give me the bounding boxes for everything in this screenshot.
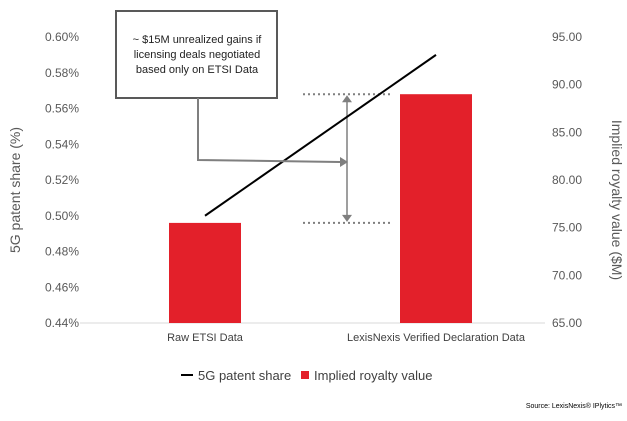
callout-line-2: licensing deals negotiated xyxy=(134,49,261,61)
right-tick-label: 70.00 xyxy=(552,268,582,282)
right-tick-label: 80.00 xyxy=(552,173,582,187)
callout-box xyxy=(115,10,278,99)
left-tick-label: 0.60% xyxy=(45,30,79,44)
patent-share-line xyxy=(204,54,437,217)
line-series-group xyxy=(204,54,437,217)
left-tick-label: 0.58% xyxy=(45,66,79,80)
left-tick-label: 0.48% xyxy=(45,245,79,259)
left-tick-label: 0.56% xyxy=(45,102,79,116)
bar-2 xyxy=(400,94,472,323)
left-tick-label: 0.50% xyxy=(45,209,79,223)
callout-arrowhead xyxy=(340,157,348,167)
right-tick-label: 65.00 xyxy=(552,316,582,330)
category-labels: Raw ETSI Data LexisNexis Verified Declara… xyxy=(167,332,526,344)
left-tick-label: 0.46% xyxy=(45,280,79,294)
callout-line-1: ~ $15M unrealized gains if xyxy=(133,34,263,46)
right-tick-label: 90.00 xyxy=(552,78,582,92)
legend-square-symbol xyxy=(301,371,309,379)
callout-line-3: based only on ETSI Data xyxy=(136,64,259,76)
right-axis-ticks: 95.00 90.00 85.00 80.00 75.00 70.00 65.00 xyxy=(552,30,582,330)
legend: 5G patent share Implied royalty value xyxy=(181,368,433,383)
legend-label-bar: Implied royalty value xyxy=(314,368,433,383)
callout-annotation: ~ $15M unrealized gains if licensing dea… xyxy=(115,10,348,167)
bars-group xyxy=(169,94,472,323)
category-label-1: Raw ETSI Data xyxy=(167,332,244,344)
right-tick-label: 95.00 xyxy=(552,30,582,44)
callout-leader-line xyxy=(197,98,341,163)
difference-bracket xyxy=(303,93,393,224)
left-tick-label: 0.44% xyxy=(45,316,79,330)
bracket-arrow-up xyxy=(342,95,352,103)
left-tick-label: 0.52% xyxy=(45,173,79,187)
left-axis-title: 5G patent share (%) xyxy=(7,127,23,253)
bracket-arrow-down xyxy=(342,214,352,222)
bar-1 xyxy=(169,222,241,323)
category-label-2: LexisNexis Verified Declaration Data xyxy=(347,332,526,344)
right-axis-title: Implied royalty value ($M) xyxy=(609,120,625,280)
right-tick-label: 85.00 xyxy=(552,125,582,139)
source-note: Source: LexisNexis® IPlytics™ xyxy=(526,402,622,410)
left-axis-ticks: 0.60% 0.58% 0.56% 0.54% 0.52% 0.50% 0.48% 0.46%… xyxy=(45,30,79,330)
right-tick-label: 75.00 xyxy=(552,221,582,235)
legend-label-line: 5G patent share xyxy=(198,368,291,383)
left-tick-label: 0.54% xyxy=(45,137,79,151)
